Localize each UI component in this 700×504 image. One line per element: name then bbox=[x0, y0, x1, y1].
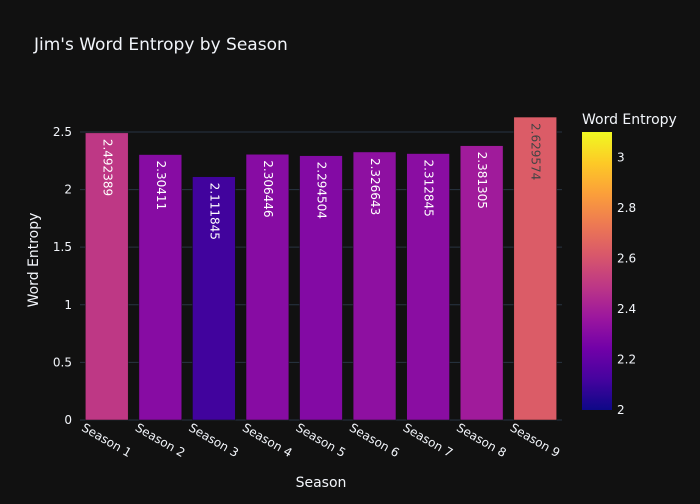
y-tick-label: 2.5 bbox=[53, 125, 72, 139]
colorbar-gradient bbox=[582, 132, 612, 410]
colorbar-tick-label: 3 bbox=[617, 150, 625, 164]
x-tick-label: Season 2 bbox=[133, 420, 188, 460]
bar bbox=[406, 153, 450, 421]
y-tick-label: 1.5 bbox=[53, 240, 72, 254]
bar-value-label: 2.30411 bbox=[154, 161, 168, 211]
colorbar-tick-label: 2.6 bbox=[617, 251, 636, 265]
x-tick-label: Season 3 bbox=[186, 420, 241, 460]
bar-value-label: 2.326643 bbox=[368, 158, 382, 215]
bar-value-label: 2.312845 bbox=[422, 160, 436, 217]
colorbar: Word Entropy 2 2.2 2.4 2.6 2.8 3 bbox=[582, 112, 677, 417]
bar bbox=[459, 145, 504, 421]
x-tick-label: Season 8 bbox=[454, 420, 509, 460]
colorbar-tick-label: 2.8 bbox=[617, 201, 636, 215]
y-tick-label: 1 bbox=[64, 298, 72, 312]
bar-value-label: 2.111845 bbox=[207, 183, 221, 240]
x-tick-label: Season 4 bbox=[240, 420, 295, 460]
bar-value-label: 2.629574 bbox=[529, 123, 543, 180]
bar-value-label: 2.381305 bbox=[475, 152, 489, 209]
y-tick-label: 0.5 bbox=[53, 355, 72, 369]
bar bbox=[192, 176, 236, 421]
x-tick-label: Season 1 bbox=[79, 420, 134, 460]
y-tick-labels: 0 0.5 1 1.5 2 2.5 bbox=[53, 125, 72, 427]
bar bbox=[245, 154, 290, 421]
chart-title: Jim's Word Entropy by Season bbox=[33, 35, 288, 55]
colorbar-tick-label: 2.2 bbox=[617, 352, 636, 366]
x-tick-label: Season 6 bbox=[347, 420, 402, 460]
bar bbox=[85, 132, 129, 421]
bar bbox=[138, 154, 183, 421]
colorbar-title: Word Entropy bbox=[582, 112, 677, 128]
bar-value-label: 2.306446 bbox=[261, 160, 275, 217]
x-tick-label: Season 9 bbox=[508, 420, 563, 460]
bars: 2.492389 2.30411 2.111845 2.306446 2.294504 2… bbox=[85, 116, 557, 421]
bar-value-label: 2.294504 bbox=[315, 162, 329, 219]
x-tick-label: Season 7 bbox=[401, 420, 456, 460]
colorbar-ticks: 2 2.2 2.4 2.6 2.8 3 bbox=[617, 150, 636, 417]
x-axis-title: Season bbox=[296, 475, 347, 491]
bar bbox=[352, 151, 397, 421]
y-tick-label: 2 bbox=[64, 183, 72, 197]
colorbar-tick-label: 2.4 bbox=[617, 302, 636, 316]
y-tick-label: 0 bbox=[64, 413, 72, 427]
bar bbox=[299, 155, 343, 421]
bar bbox=[513, 116, 557, 421]
colorbar-tick-label: 2 bbox=[617, 403, 625, 417]
bar-value-label: 2.492389 bbox=[100, 139, 114, 196]
x-tick-label: Season 5 bbox=[294, 420, 349, 460]
y-axis-title: Word Entropy bbox=[26, 213, 42, 308]
